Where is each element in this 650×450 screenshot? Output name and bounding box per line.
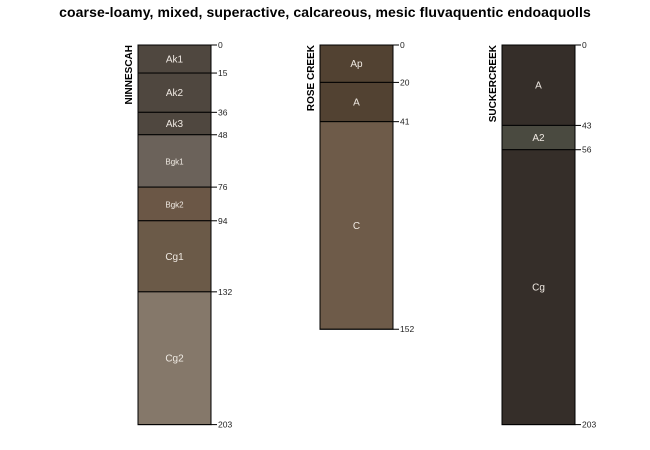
- horizon-label: Ak2: [166, 88, 184, 99]
- profile-name: SUCKERCREEK: [488, 44, 499, 122]
- depth-label: 41: [400, 117, 410, 127]
- depth-label: 203: [218, 420, 232, 430]
- horizon-label: A2: [532, 133, 545, 144]
- profile-name: NINNESCAH: [124, 45, 135, 104]
- depth-label: 43: [582, 120, 592, 130]
- profile-border: [137, 44, 212, 426]
- depth-label: 0: [400, 40, 405, 50]
- depth-label: 56: [582, 145, 592, 155]
- depth-label: 94: [218, 216, 228, 226]
- depth-label: 203: [582, 420, 596, 430]
- horizon-label: Ap: [350, 59, 363, 70]
- depth-label: 20: [400, 77, 410, 87]
- horizon-rose-creek-a[interactable]: [319, 81, 394, 123]
- horizon-label: Ak3: [166, 119, 184, 130]
- depth-label: 15: [218, 68, 228, 78]
- horizon-label: C: [353, 221, 360, 232]
- horizon-label: Cg: [532, 283, 545, 294]
- diagram-title: coarse-loamy, mixed, superactive, calcar…: [59, 4, 591, 20]
- depth-label: 0: [218, 40, 223, 50]
- horizon-label: Bgk2: [165, 200, 184, 209]
- depth-label: 76: [218, 182, 228, 192]
- depth-label: 132: [218, 287, 232, 297]
- horizon-suckercreek-a[interactable]: [501, 44, 576, 126]
- profile-name: ROSE CREEK: [306, 44, 317, 111]
- depth-label: 48: [218, 130, 228, 140]
- depth-label: 152: [400, 324, 414, 334]
- depth-label: 0: [582, 40, 587, 50]
- profile-border: [501, 44, 576, 426]
- horizon-suckercreek-a2[interactable]: [501, 124, 576, 151]
- horizon-label: Cg2: [165, 354, 184, 365]
- horizon-label: Bgk1: [165, 157, 184, 166]
- horizon-rose-creek-ap[interactable]: [319, 44, 394, 83]
- horizon-rose-creek-c[interactable]: [319, 121, 394, 330]
- horizon-label: Cg1: [165, 252, 184, 263]
- horizon-label: Ak1: [166, 55, 184, 66]
- horizon-label: A: [535, 81, 542, 92]
- depth-label: 36: [218, 107, 228, 117]
- horizon-label: A: [353, 98, 360, 109]
- profile-border: [319, 44, 394, 330]
